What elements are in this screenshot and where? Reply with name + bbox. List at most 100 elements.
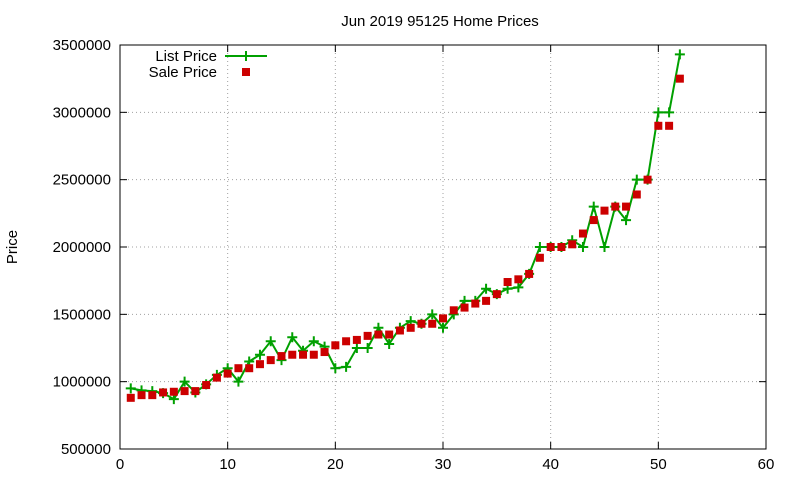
sale-price-point: [611, 202, 620, 211]
sale-price-point: [525, 269, 534, 278]
sale-price-point: [428, 319, 437, 328]
sale-price-point: [578, 229, 587, 238]
sale-price-point: [202, 381, 211, 390]
legend-label: List Price: [155, 48, 217, 65]
sale-price-point: [568, 240, 577, 249]
sale-price-point: [363, 331, 372, 340]
list-price-point: [233, 376, 244, 387]
sale-price-point: [632, 190, 641, 199]
list-price-point: [254, 349, 265, 360]
sale-price-point: [406, 323, 415, 332]
legend-plus-swatch: [241, 51, 251, 61]
axes: 500000 1000000 1500000 2000000 2500000 300000…: [53, 37, 775, 473]
sale-price-point: [503, 278, 512, 287]
list-price-point: [577, 242, 588, 252]
list-price-point: [653, 107, 664, 118]
list-price-point: [534, 242, 545, 252]
sale-price-point: [288, 350, 297, 359]
sale-price-point: [309, 350, 318, 359]
sale-price-point: [460, 303, 469, 312]
sale-price-point: [546, 243, 555, 251]
sale-price-point: [191, 387, 200, 396]
x-tick-label: 50: [650, 456, 667, 473]
sale-price-point: [654, 121, 663, 130]
sale-price-point: [471, 299, 480, 308]
list-price-point: [599, 242, 610, 252]
list-price-point: [341, 361, 352, 372]
sale-price-point: [374, 330, 383, 339]
list-price-point: [351, 343, 362, 353]
sale-price-point: [622, 202, 631, 211]
sale-price-point: [126, 393, 135, 402]
sale-price-point: [245, 364, 254, 373]
sale-price-point: [600, 206, 609, 215]
sale-price-point: [342, 337, 351, 346]
list-price-point: [513, 282, 524, 293]
sale-price-point: [557, 243, 566, 251]
sale-price-point: [514, 275, 523, 284]
list-price-point: [179, 376, 190, 387]
sale-price-point: [320, 348, 329, 357]
list-price-point: [330, 363, 341, 374]
sale-price-point: [535, 253, 544, 262]
list-price-point: [125, 383, 136, 394]
sale-price-point: [234, 364, 243, 373]
legend-label: Sale Price: [149, 64, 217, 81]
sale-price-point: [417, 319, 426, 328]
y-tick-label: 1500000: [53, 306, 111, 323]
sale-price-point: [385, 330, 394, 339]
y-tick-label: 2500000: [53, 172, 111, 189]
x-tick-label: 20: [327, 456, 344, 473]
sale-price-point: [643, 175, 652, 184]
sale-price-point: [299, 350, 308, 359]
x-tick-label: 30: [435, 456, 452, 473]
y-tick-label: 500000: [61, 441, 111, 458]
list-price-point: [631, 174, 642, 185]
list-price-line: [130, 54, 681, 401]
y-tick-label: 1000000: [53, 374, 111, 391]
list-price-point: [308, 336, 319, 347]
sale-price-point: [277, 352, 286, 361]
sale-price-point: [439, 314, 447, 323]
sale-price-point: [665, 121, 674, 130]
sale-price-point: [169, 387, 178, 396]
list-price-point: [427, 309, 438, 320]
list-price-point: [664, 107, 675, 118]
sale-price-point: [492, 290, 501, 299]
y-tick-label: 2000000: [53, 239, 111, 256]
list-price-point: [621, 215, 632, 226]
list-price-point: [287, 332, 298, 343]
x-tick-label: 0: [116, 456, 124, 473]
sale-price-point: [482, 296, 491, 305]
series-sale-price: [126, 74, 684, 402]
sale-price-point: [266, 356, 275, 365]
list-price-point: [265, 336, 276, 347]
sale-price-point: [255, 360, 264, 369]
list-price-point: [168, 394, 179, 405]
list-price-point: [384, 338, 395, 349]
list-price-point: [674, 49, 685, 60]
chart-title: Jun 2019 95125 Home Prices: [341, 13, 539, 30]
sale-price-point: [675, 74, 684, 83]
sale-price-point: [223, 369, 232, 378]
sale-price-point: [589, 216, 598, 225]
sale-price-point: [137, 391, 146, 400]
y-tick-label: 3500000: [53, 37, 111, 54]
sale-price-point: [352, 335, 361, 344]
y-tick-label: 3000000: [53, 104, 111, 121]
x-tick-label: 40: [542, 456, 559, 473]
x-tick-label: 60: [758, 456, 775, 473]
sale-price-point: [331, 341, 340, 350]
list-price-point: [588, 201, 599, 212]
y-axis-label: Price: [4, 230, 21, 264]
sale-price-point: [180, 387, 189, 396]
sale-price-point: [159, 388, 168, 397]
sale-price-point: [212, 373, 221, 382]
list-price-point: [481, 283, 492, 294]
grid-lines: [120, 45, 766, 449]
legend-square-swatch: [242, 68, 250, 76]
x-tick-label: 10: [219, 456, 236, 473]
sale-price-point: [148, 391, 157, 400]
sale-price-point: [449, 306, 458, 315]
